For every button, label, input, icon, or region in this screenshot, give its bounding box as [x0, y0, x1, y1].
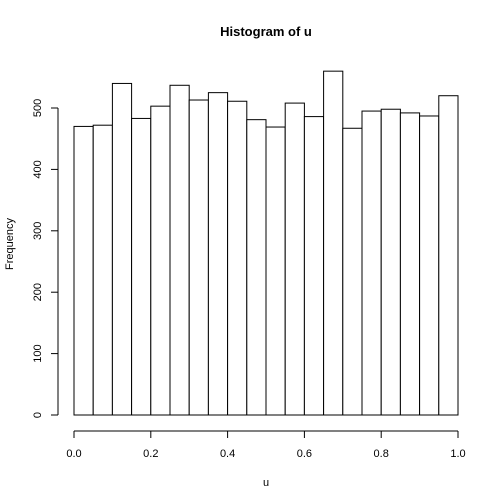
histogram-bar-11 [284, 102, 305, 416]
histogram-bar-19 [438, 95, 459, 416]
histogram-bar-2 [111, 82, 133, 416]
y-tick-label-0: 0 [32, 412, 44, 418]
x-tick-label-1: 0.2 [143, 448, 158, 460]
histogram-bar-4 [150, 105, 171, 416]
histogram-bar-6 [188, 99, 209, 416]
y-axis: 0 100 200 300 400 500 [32, 99, 59, 418]
x-axis-label: u [263, 477, 269, 489]
histogram-bar-12 [303, 116, 325, 416]
histogram-bar-5 [169, 84, 190, 416]
histogram-bar-1 [92, 124, 113, 416]
histogram-bar-16 [380, 108, 401, 416]
histogram-bar-8 [227, 100, 248, 416]
histogram-bar-0 [73, 125, 94, 416]
y-tick-label-4: 400 [32, 160, 44, 178]
y-axis-label: Frequency [4, 218, 16, 270]
histogram-bar-7 [207, 92, 229, 416]
y-tick-label-5: 500 [32, 99, 44, 117]
x-tick-label-5: 1.0 [450, 448, 465, 460]
y-tick-label-2: 200 [32, 283, 44, 301]
y-tick-label-3: 300 [32, 222, 44, 240]
bars-group [73, 70, 459, 416]
x-tick-label-4: 0.8 [374, 448, 389, 460]
histogram-bar-13 [323, 70, 344, 416]
histogram-bar-18 [419, 115, 440, 416]
x-axis: 0.0 0.2 0.4 0.6 0.8 1.0 [66, 430, 466, 460]
chart-title: Histogram of u [220, 24, 312, 39]
x-tick-label-3: 0.6 [297, 448, 312, 460]
histogram-bar-10 [265, 126, 286, 416]
histogram-bar-15 [361, 110, 382, 416]
histogram-bar-9 [246, 119, 267, 416]
histogram-bar-3 [131, 117, 152, 416]
x-tick-label-0: 0.0 [66, 448, 81, 460]
histogram-bar-17 [399, 112, 421, 416]
y-tick-label-1: 100 [32, 344, 44, 362]
x-tick-label-2: 0.4 [220, 448, 235, 460]
histogram-bar-14 [342, 127, 363, 416]
